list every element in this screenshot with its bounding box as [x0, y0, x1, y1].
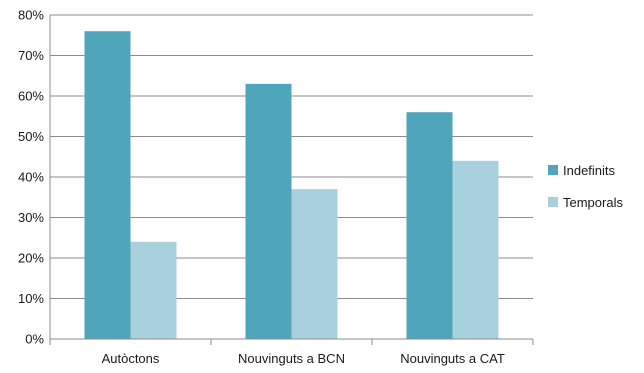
y-tick-label: 70% [18, 48, 44, 63]
x-tick-label: Nouvinguts a BCN [238, 351, 345, 366]
bar-indefinits [245, 83, 292, 339]
bar-indefinits [406, 112, 453, 339]
bar-indefinits [84, 31, 131, 339]
y-tick-label: 30% [18, 210, 44, 225]
y-tick-label: 50% [18, 129, 44, 144]
x-tick-label: Nouvinguts a CAT [400, 351, 505, 366]
x-tick-label: Autòctons [102, 351, 160, 366]
y-tick-label: 60% [18, 89, 44, 104]
bar-temporals [130, 241, 177, 339]
y-tick-label: 0% [25, 332, 44, 347]
y-tick-label: 80% [18, 8, 44, 23]
y-tick-label: 10% [18, 291, 44, 306]
legend-swatch-temporals [548, 197, 558, 207]
y-tick-label: 40% [18, 170, 44, 185]
legend-swatch-indefinits [548, 165, 558, 175]
legend-label-indefinits: Indefinits [563, 163, 616, 178]
bar-temporals [452, 160, 499, 339]
bar-temporals [291, 189, 338, 339]
legend-label-temporals: Temporals [563, 195, 623, 210]
y-tick-label: 20% [18, 251, 44, 266]
